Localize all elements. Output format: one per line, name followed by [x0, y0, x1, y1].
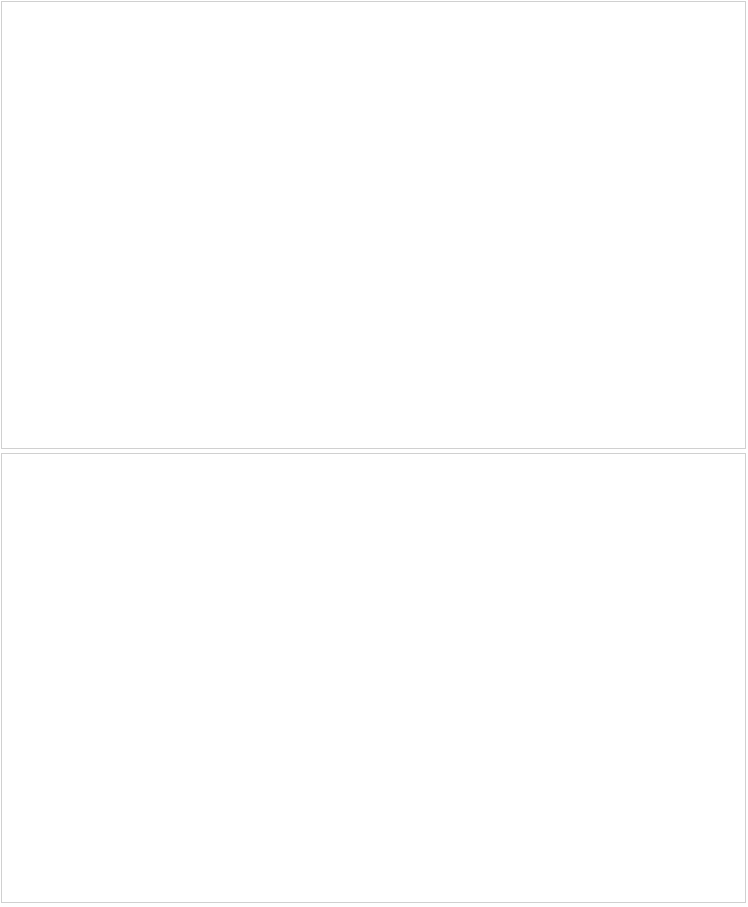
chart-panel-individual-runs [1, 1, 746, 449]
chart-panel-mean-runs [1, 453, 746, 903]
mean-runs-chart [2, 454, 745, 902]
individual-runs-chart [2, 2, 745, 448]
